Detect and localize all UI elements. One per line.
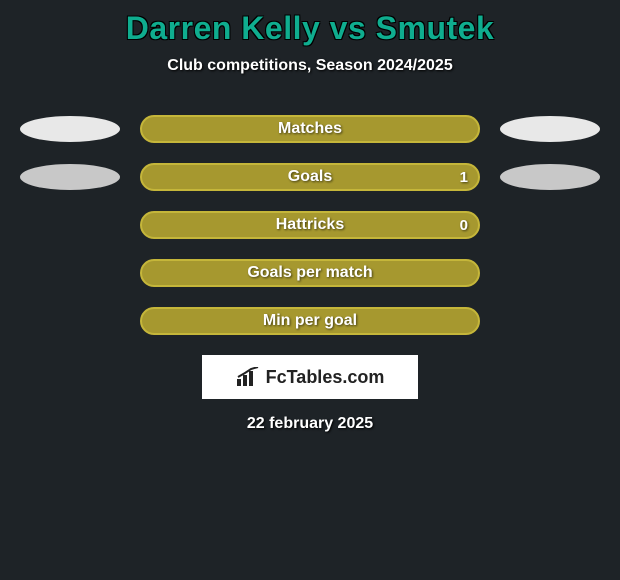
stat-row: Goals1 xyxy=(0,163,620,191)
bar-value: 0 xyxy=(460,217,468,234)
right-slot xyxy=(480,164,610,190)
bar-fill xyxy=(140,259,480,287)
bar-fill xyxy=(140,307,480,335)
bar-fill xyxy=(140,211,480,239)
right-slot xyxy=(480,116,610,142)
stat-bar: Min per goal xyxy=(140,307,480,335)
player-left-ellipse xyxy=(20,116,120,142)
left-slot xyxy=(10,164,140,190)
stat-bar: Hattricks0 xyxy=(140,211,480,239)
bar-fill xyxy=(140,163,480,191)
stat-bar: Goals per match xyxy=(140,259,480,287)
player-left-ellipse xyxy=(20,164,120,190)
bar-fill xyxy=(140,115,480,143)
page-title: Darren Kelly vs Smutek xyxy=(0,10,620,47)
stat-row: Min per goal xyxy=(0,307,620,335)
chart-icon xyxy=(236,367,260,387)
subtitle: Club competitions, Season 2024/2025 xyxy=(0,57,620,75)
player-right-ellipse xyxy=(500,164,600,190)
left-slot xyxy=(10,116,140,142)
stat-row: Hattricks0 xyxy=(0,211,620,239)
logo-badge: FcTables.com xyxy=(202,355,418,399)
stat-row: Goals per match xyxy=(0,259,620,287)
stat-bar: Goals1 xyxy=(140,163,480,191)
logo-text: FcTables.com xyxy=(266,367,385,388)
stat-bar: Matches xyxy=(140,115,480,143)
stats-rows: Matches Goals1 Hattricks0 Goals per match Mi… xyxy=(0,115,620,335)
bar-value: 1 xyxy=(460,169,468,186)
player-right-ellipse xyxy=(500,116,600,142)
comparison-infographic: Darren Kelly vs Smutek Club competitions… xyxy=(0,0,620,433)
date-label: 22 february 2025 xyxy=(0,415,620,433)
stat-row: Matches xyxy=(0,115,620,143)
